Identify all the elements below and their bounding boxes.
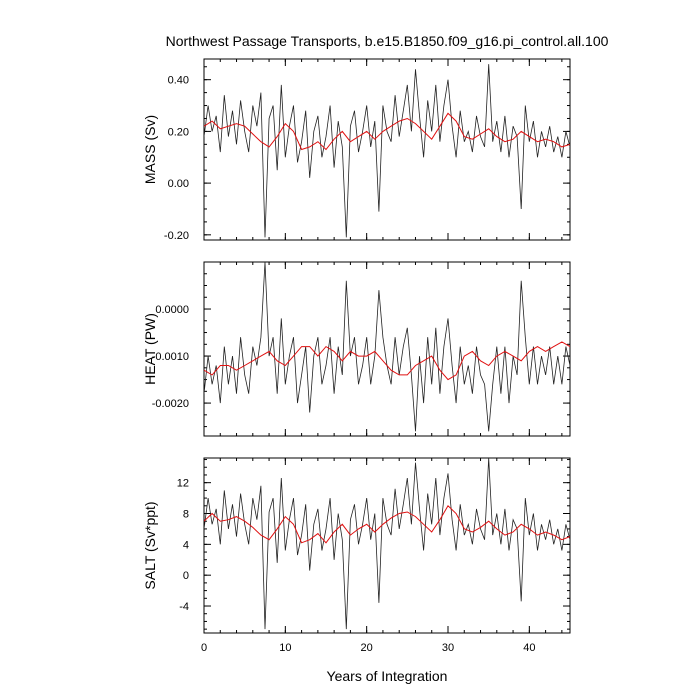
y-tick-label: -0.20 <box>164 230 189 242</box>
y-tick-label: 0.0000 <box>155 304 189 316</box>
panel-frame <box>203 58 571 241</box>
y-tick-label: -0.0020 <box>152 398 189 410</box>
x-tick-label: 10 <box>279 642 291 654</box>
y-axis-label: MASS (Sv) <box>142 115 158 184</box>
panel-3: 0 10 20 30 40 -4 0 4 8 12 SALT (Sv*ppt) <box>142 457 571 654</box>
y-axis-label: HEAT (PW) <box>142 313 158 385</box>
x-tick-label: 40 <box>523 642 535 654</box>
panel-frame <box>203 261 571 437</box>
y-tick-label: 12 <box>177 478 189 490</box>
series-line-monthly <box>204 262 570 432</box>
y-tick-label: 8 <box>183 509 189 521</box>
x-tick-label: 30 <box>442 642 454 654</box>
y-axis-label: SALT (Sv*ppt) <box>142 501 158 589</box>
series-line-smoothed <box>204 341 570 381</box>
y-tick-label: -0.0010 <box>152 351 189 363</box>
series-line-monthly <box>204 64 570 238</box>
series-line-smoothed <box>204 505 570 544</box>
series-line-monthly <box>204 458 570 630</box>
y-tick-label: 0.00 <box>168 178 189 190</box>
y-tick-label: 0 <box>183 570 189 582</box>
y-tick-label: 4 <box>183 539 189 551</box>
y-tick-label: 0.20 <box>168 126 189 138</box>
panel-frame <box>203 457 571 634</box>
y-tick-label: -4 <box>179 601 189 613</box>
y-tick-label: 0.40 <box>168 75 189 87</box>
x-axis-label: Years of Integration <box>327 668 448 684</box>
panel-1: -0.20 0.00 0.20 0.40 MASS (Sv) <box>142 58 571 242</box>
chart-title: Northwest Passage Transports, b.e15.B185… <box>166 33 609 49</box>
x-tick-label: 20 <box>361 642 373 654</box>
series-line-smoothed <box>204 112 570 151</box>
panels-group: -0.20 0.00 0.20 0.40 MASS (Sv) -0.0020 -0.0010… <box>142 58 571 654</box>
x-tick-label: 0 <box>201 642 207 654</box>
